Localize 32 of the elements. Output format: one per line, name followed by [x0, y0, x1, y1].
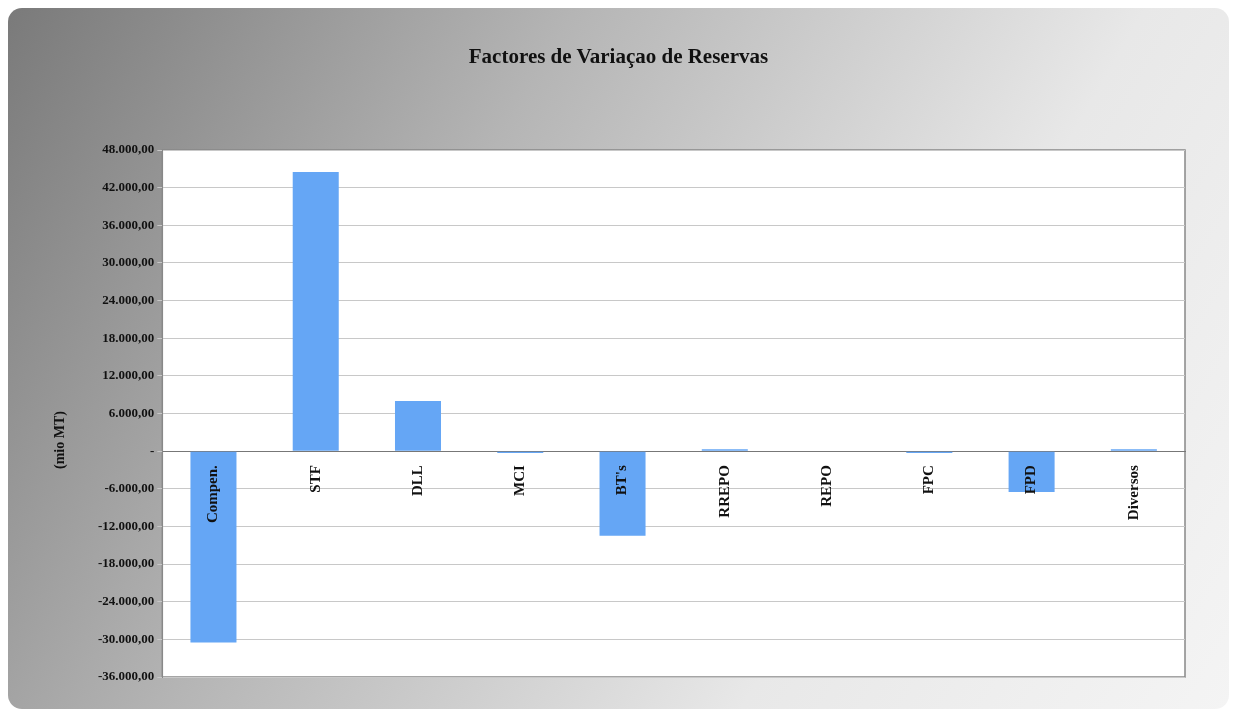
y-tick-label: -6.000,00 — [104, 480, 155, 496]
y-tick-label: 18.000,00 — [102, 329, 155, 345]
y-tick-label: -36.000,00 — [97, 668, 155, 684]
y-tick-label: 6.000,00 — [108, 404, 155, 420]
x-tick-label: Compen. — [204, 464, 221, 524]
y-tick-label: -30.000,00 — [97, 630, 155, 646]
chart-title: Factores de Variaçao de Reservas — [467, 44, 770, 69]
y-tick-label: 42.000,00 — [102, 179, 155, 194]
bar — [1008, 451, 1055, 492]
y-tick-label: -24.000,00 — [97, 593, 155, 609]
bar — [190, 451, 237, 643]
x-tick-label: REPO — [817, 465, 834, 507]
x-tick-label: BT's — [613, 464, 630, 496]
y-tick-label: 24.000,00 — [102, 291, 155, 307]
x-tick-label: FPC — [920, 465, 937, 495]
bar — [292, 171, 339, 451]
y-tick-label: 36.000,00 — [102, 216, 155, 232]
x-tick-label: STF — [306, 465, 323, 493]
y-axis-title: (mio MT) — [52, 411, 68, 469]
y-tick-label: 48.000,00 — [102, 141, 155, 157]
y-tick-label: 12.000,00 — [102, 367, 155, 383]
bar — [599, 451, 646, 536]
x-tick-label: FPD — [1022, 464, 1039, 495]
y-tick-label: -12.000,00 — [97, 517, 155, 533]
y-tick-label: -18.000,00 — [97, 555, 155, 571]
bar — [394, 400, 442, 451]
x-tick-label: Diversos — [1124, 464, 1141, 521]
x-tick-label: MCI — [511, 464, 528, 496]
x-tick-label: DLL — [408, 465, 425, 496]
y-tick-label: - — [149, 442, 155, 458]
y-tick-label: 30.000,00 — [102, 254, 155, 270]
x-tick-label: RREPO — [715, 465, 732, 518]
